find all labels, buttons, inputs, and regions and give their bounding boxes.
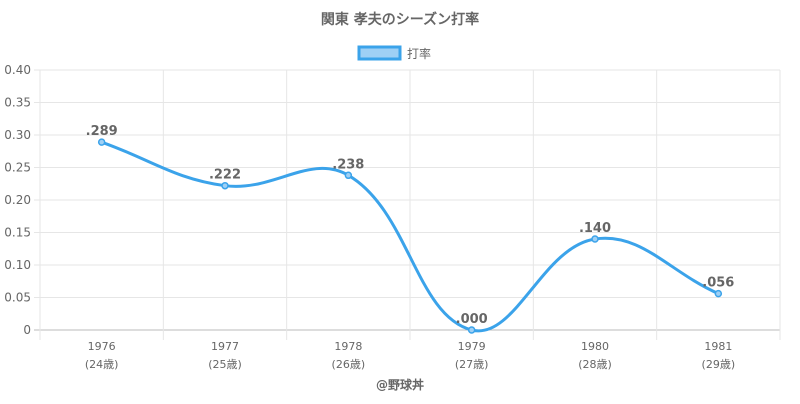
y-tick-label: 0.30: [4, 128, 31, 142]
legend-swatch: [357, 45, 402, 61]
x-tick-sublabel: (29歳): [702, 358, 736, 371]
x-tick-sublabel: (26歳): [332, 358, 366, 371]
legend[interactable]: 打率: [357, 45, 431, 61]
data-point: [591, 235, 599, 243]
x-tick-sublabel: (24歳): [85, 358, 119, 371]
y-tick-label: 0.10: [4, 258, 31, 272]
y-tick-label: 0.05: [4, 291, 31, 305]
y-tick-label: 0.20: [4, 193, 31, 207]
x-tick-sublabel: (27歳): [455, 358, 489, 371]
data-label: .238: [332, 157, 364, 172]
data-label: .000: [456, 312, 488, 327]
data-label: .222: [209, 168, 241, 183]
data-point: [344, 171, 353, 180]
y-tick-label: 0: [23, 323, 31, 337]
y-tick-label: 0.15: [4, 226, 31, 240]
x-tick-sublabel: (25歳): [208, 358, 242, 371]
legend-label: 打率: [407, 46, 431, 61]
x-tick-label: 1981: [704, 340, 732, 353]
data-point: [221, 181, 229, 190]
x-tick-label: 1976: [88, 340, 116, 353]
data-point: [714, 289, 723, 298]
x-tick-label: 1979: [458, 340, 486, 353]
y-tick-label: 0.35: [4, 96, 31, 110]
y-tick-label: 0.25: [4, 161, 31, 175]
x-tick-label: 1978: [334, 340, 362, 353]
footer-credit: @野球丼: [376, 377, 424, 392]
x-tick-sublabel: (28歳): [578, 358, 612, 371]
chart-title: 関東 孝夫のシーズン打率: [321, 11, 479, 28]
data-point: [97, 138, 106, 146]
data-label: .140: [579, 221, 611, 236]
x-tick-label: 1980: [581, 340, 609, 353]
data-point: [467, 326, 476, 334]
y-tick-label: 0.40: [4, 63, 31, 77]
x-tick-label: 1977: [211, 340, 239, 353]
data-label: .289: [86, 124, 118, 139]
data-label: .056: [702, 276, 734, 291]
